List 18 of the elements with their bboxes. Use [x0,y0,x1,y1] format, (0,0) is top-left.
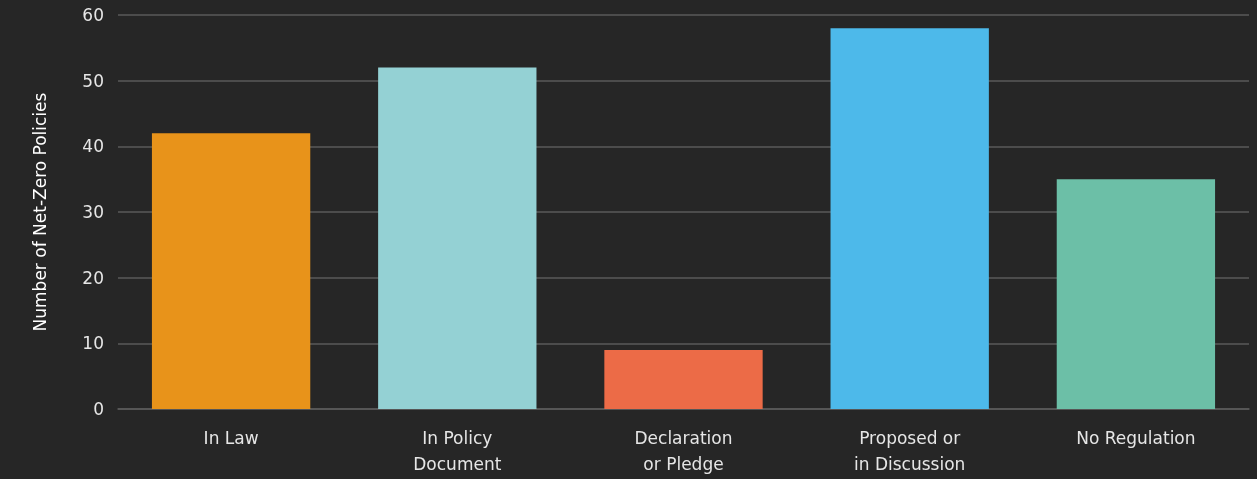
bar [604,349,763,409]
y-tick-label: 50 [82,70,104,91]
y-tick-label: 10 [82,333,104,354]
y-tick-label: 30 [82,202,104,222]
bar [1056,179,1216,409]
x-tick-label: In Policy Document [413,428,502,474]
bar [830,28,989,409]
x-tick-label: No Regulation [1076,428,1196,448]
y-tick-label: 60 [82,5,104,25]
y-tick-label: 40 [82,136,104,157]
x-tick-label: Proposed or in Discussion [854,428,966,474]
x-tick-label: Declaration or Pledge [634,428,733,474]
x-tick-label: In Law [203,428,259,448]
bar [151,133,311,409]
bar [378,67,537,409]
y-tick-label: 0 [93,399,104,419]
y-axis-title: Number of Net-Zero Policies [29,92,50,332]
y-tick-label: 20 [82,267,104,288]
